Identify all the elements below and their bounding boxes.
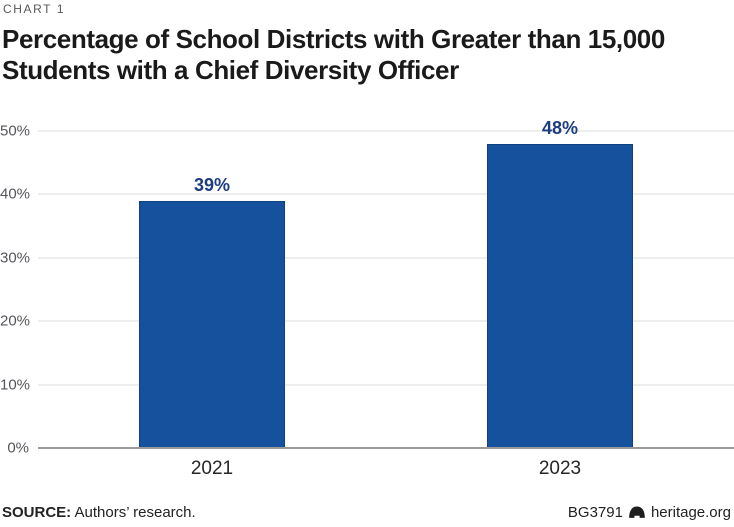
bar-value-label: 48%	[541, 117, 579, 138]
bar-2021	[139, 200, 285, 448]
x-category-label: 2021	[190, 458, 234, 479]
bar-value-label: 39%	[193, 174, 231, 195]
liberty-bell-icon	[629, 506, 645, 518]
site-name: heritage.org	[650, 504, 731, 521]
y-tick-label: 10%	[0, 376, 31, 394]
gridline	[38, 320, 734, 323]
gridline	[38, 256, 734, 259]
credit: BG3791 heritage.org	[568, 504, 731, 521]
x-axis-baseline	[38, 447, 734, 449]
bar-group-2021: 39% 2021	[139, 175, 285, 479]
gridline	[38, 130, 734, 132]
chart-kicker: CHART 1	[3, 2, 66, 16]
gridline	[38, 383, 734, 386]
x-category-label: 2023	[538, 458, 582, 479]
y-tick-label: 40%	[0, 185, 31, 203]
chart-title-line2: Students with a Chief Diversity Officer	[2, 55, 459, 85]
gridline	[38, 193, 734, 196]
plot-area: 0% 10% 20% 30% 40% 50% 39% 2021 48% 2023	[0, 118, 734, 479]
y-tick-label: 0%	[7, 439, 29, 457]
chart-title: Percentage of School Districts with Grea…	[2, 24, 665, 86]
doc-id: BG3791	[567, 504, 623, 521]
bar-2023	[487, 143, 633, 448]
source-text: Authors’ research.	[71, 504, 196, 521]
chart-footer: SOURCE: Authors’ research. BG3791 herita…	[2, 504, 731, 521]
y-tick-label: 20%	[0, 312, 31, 330]
source-note: SOURCE: Authors’ research.	[2, 504, 196, 521]
y-tick-label: 30%	[0, 249, 31, 267]
source-label: SOURCE:	[2, 504, 72, 521]
bar-group-2023: 48% 2023	[487, 118, 633, 479]
y-tick-label: 50%	[0, 122, 31, 140]
chart-title-line1: Percentage of School Districts with Grea…	[2, 24, 665, 54]
